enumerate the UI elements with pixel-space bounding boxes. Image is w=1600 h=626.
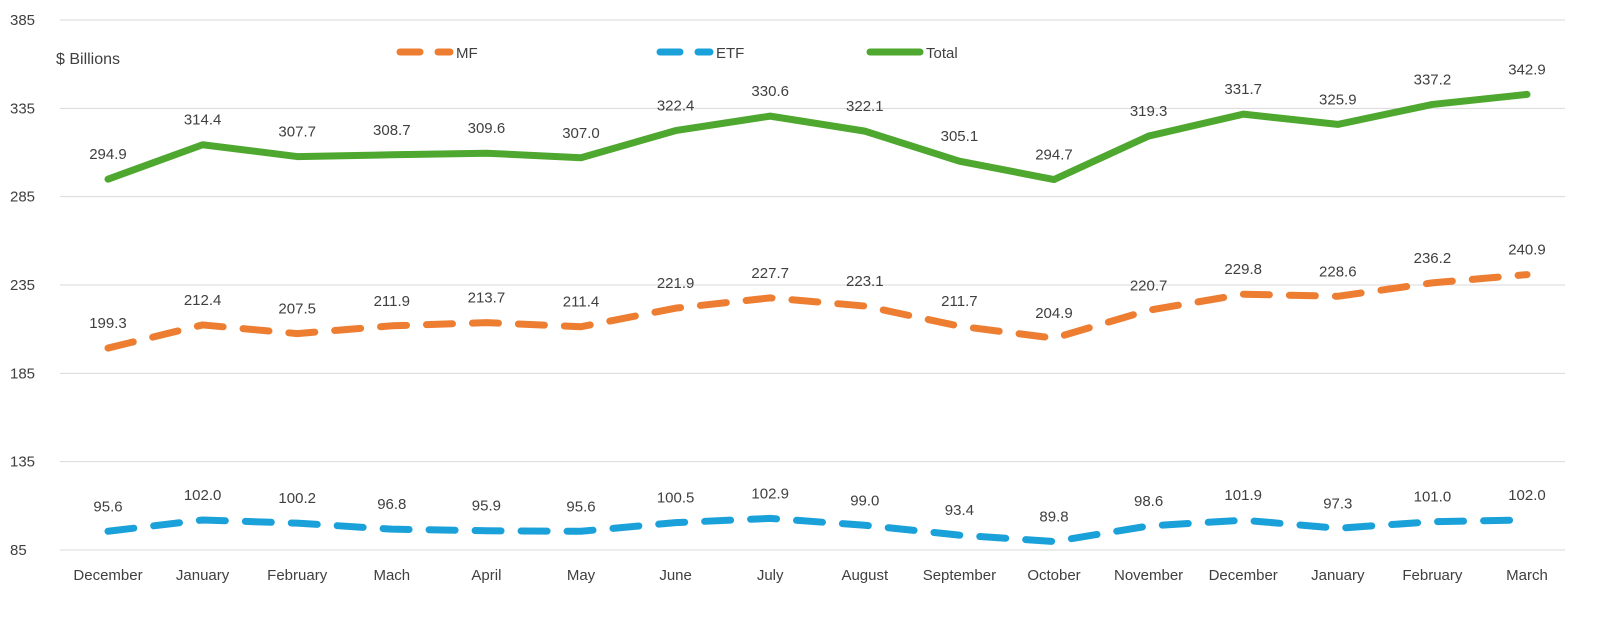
data-label-mf: 228.6 [1319,263,1357,280]
y-tick-label: 385 [10,12,35,29]
y-axis-ticks: 85 135 185 235 285 335 385 [10,12,35,559]
data-label-mf: 204.9 [1035,305,1073,322]
x-tick-label: December [1209,567,1278,584]
legend-label-total: Total [926,45,958,62]
data-label-etf: 101.9 [1224,487,1262,504]
data-labels: 199.3 212.4 207.5 211.9 213.7 211.4 221.9 227.7… [89,61,1546,525]
legend: MF ETF Total [396,45,958,62]
data-label-etf: 95.6 [93,498,122,515]
y-tick-label: 185 [10,365,35,382]
data-label-total: 319.3 [1130,103,1168,120]
x-tick-label: Mach [373,567,410,584]
data-label-total: 305.1 [941,128,979,145]
data-label-mf: 236.2 [1414,250,1452,267]
y-tick-label: 235 [10,277,35,294]
data-label-total: 307.7 [278,124,316,141]
data-label-mf: 211.7 [941,293,977,310]
data-label-mf: 240.9 [1508,242,1546,259]
data-label-mf: 223.1 [846,273,884,290]
data-label-mf: 221.9 [657,275,695,292]
gridlines [60,19,1565,551]
x-tick-label: April [471,567,501,584]
data-label-etf: 95.6 [566,498,595,515]
data-label-mf: 199.3 [89,315,127,332]
data-label-total: 322.4 [657,98,695,115]
series-line-total [104,90,1531,184]
y-tick-label: 85 [10,542,27,559]
data-label-etf: 101.0 [1414,489,1452,506]
data-label-etf: 99.0 [850,492,879,509]
series-line-etf [104,514,1531,546]
x-tick-label: June [659,567,692,584]
data-label-total: 337.2 [1414,71,1452,88]
data-label-etf: 97.3 [1323,495,1352,512]
data-label-total: 294.7 [1035,147,1073,164]
x-axis-ticks: December January February Mach April May June J… [73,567,1547,584]
x-tick-label: February [1402,567,1463,584]
data-label-total: 325.9 [1319,91,1357,108]
data-label-mf: 207.5 [278,301,316,318]
y-tick-label: 135 [10,454,35,471]
data-label-mf: 213.7 [468,290,506,307]
x-tick-label: October [1027,567,1080,584]
data-label-total: 322.1 [846,98,884,115]
series-line-mf [104,271,1531,352]
y-tick-label: 285 [10,189,35,206]
data-label-total: 294.9 [89,146,127,163]
series-lines [104,90,1531,546]
data-label-etf: 100.5 [657,490,695,507]
y-tick-label: 335 [10,100,35,117]
x-tick-label: March [1506,567,1548,584]
x-tick-label: December [73,567,142,584]
y-axis-label: $ Billions [56,51,120,68]
data-label-etf: 102.0 [1508,487,1546,504]
data-label-total: 330.6 [751,83,789,100]
x-tick-label: February [267,567,328,584]
x-tick-label: July [757,567,784,584]
x-tick-label: September [923,567,996,584]
data-label-etf: 98.6 [1134,493,1163,510]
data-label-total: 309.6 [468,120,506,137]
data-label-mf: 229.8 [1224,261,1262,278]
data-label-etf: 102.0 [184,487,222,504]
x-tick-label: May [567,567,596,584]
x-tick-label: August [841,567,889,584]
x-tick-label: January [1311,567,1365,584]
x-tick-label: November [1114,567,1183,584]
data-label-mf: 212.4 [184,292,222,309]
data-label-etf: 102.9 [751,485,789,502]
data-label-etf: 96.8 [377,496,406,513]
legend-label-etf: ETF [716,45,744,62]
data-label-total: 307.0 [562,125,600,142]
data-label-total: 308.7 [373,122,411,139]
data-label-etf: 89.8 [1039,509,1068,526]
data-label-etf: 93.4 [945,502,974,519]
legend-label-mf: MF [456,45,478,62]
data-label-mf: 227.7 [751,265,789,282]
data-label-total: 331.7 [1224,81,1262,98]
data-label-etf: 95.9 [472,498,501,515]
data-label-mf: 211.4 [563,294,599,311]
data-label-mf: 220.7 [1130,277,1168,294]
data-label-etf: 100.2 [278,490,316,507]
x-tick-label: January [176,567,230,584]
data-label-mf: 211.9 [374,293,410,310]
data-label-total: 342.9 [1508,61,1546,78]
data-label-total: 314.4 [184,112,222,129]
